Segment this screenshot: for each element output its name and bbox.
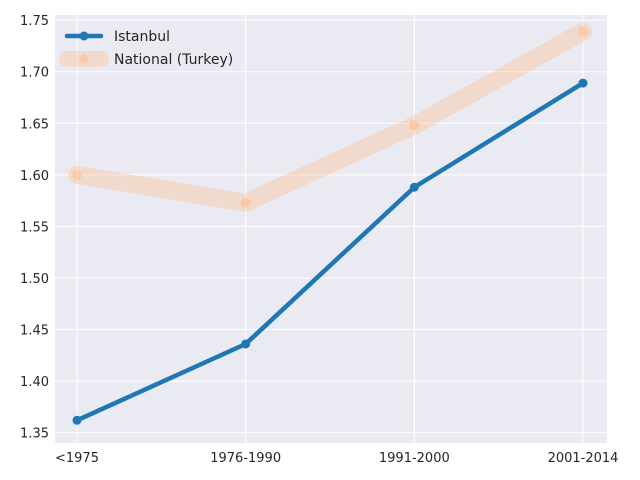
series-layer [68, 22, 592, 425]
series-point-istanbul [241, 339, 251, 349]
y-tick-label: 1.65 [20, 117, 49, 132]
series-point-national-turkey [240, 197, 251, 208]
grid-lines [55, 15, 607, 443]
series-point-national-turkey [578, 26, 588, 37]
legend-marker-istanbul [79, 31, 89, 41]
legend: Istanbul National (Turkey) [59, 29, 233, 68]
y-tick-label: 1.75 [20, 14, 49, 29]
legend-label-national-turkey: National (Turkey) [114, 52, 233, 68]
x-tick-label: 2001-2014 [548, 451, 619, 466]
series-point-istanbul [72, 415, 82, 425]
y-axis-ticks: 1.35 1.40 1.45 1.50 1.55 1.60 1.65 1.70 1.75 [20, 14, 49, 442]
series-point-national-turkey [72, 169, 82, 180]
series-line-istanbul [74, 80, 586, 423]
legend-label-istanbul: Istanbul [114, 29, 170, 45]
series-point-national-turkey [409, 120, 420, 131]
x-tick-label: 1976-1990 [210, 451, 281, 466]
y-tick-label: 1.40 [20, 375, 49, 390]
y-tick-label: 1.35 [20, 427, 49, 442]
y-tick-label: 1.60 [20, 169, 49, 184]
series-point-istanbul [409, 182, 419, 192]
y-tick-label: 1.70 [20, 66, 49, 81]
x-axis-ticks: <1975 1976-1990 1991-2000 2001-2014 [55, 451, 618, 466]
plot-area [55, 15, 607, 443]
series-point-istanbul [578, 78, 588, 88]
series-line-national-turkey [68, 22, 592, 212]
y-tick-label: 1.50 [20, 272, 49, 287]
x-tick-label: <1975 [55, 451, 99, 466]
x-tick-label: 1991-2000 [379, 451, 450, 466]
y-tick-label: 1.55 [20, 220, 49, 235]
legend-marker-national-turkey [79, 54, 89, 64]
y-tick-label: 1.45 [20, 324, 49, 339]
